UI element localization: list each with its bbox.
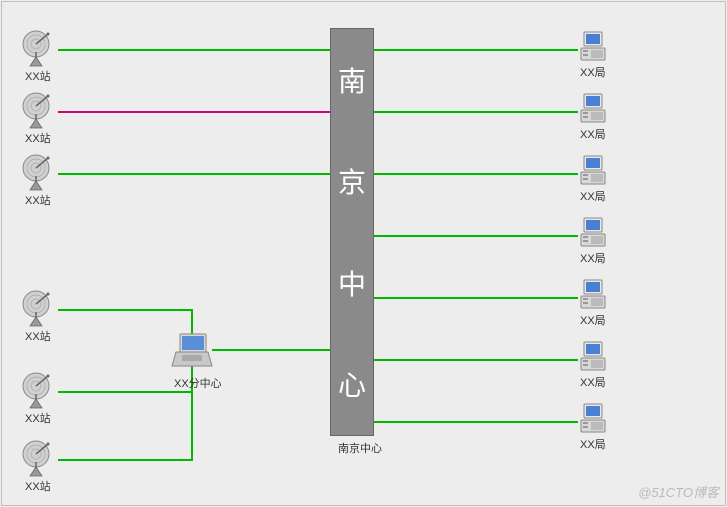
office-label: XX局 [580,436,606,452]
station-dish [20,288,60,333]
station-dish [20,90,60,135]
office-label: XX局 [580,126,606,142]
station-dish [20,28,60,73]
center-label: 南京中心 [338,440,382,456]
station-label: XX站 [25,410,51,426]
sub-center-label: XX分中心 [174,375,222,391]
office-label: XX局 [580,188,606,204]
office-label: XX局 [580,64,606,80]
station-label: XX站 [25,68,51,84]
sub-center-laptop [170,330,214,375]
station-label: XX站 [25,192,51,208]
watermark: @51CTO博客 [638,482,719,501]
office-label: XX局 [580,374,606,390]
center-node: 南京中心 [330,28,374,436]
station-dish [20,438,60,483]
station-label: XX站 [25,478,51,494]
station-dish [20,152,60,197]
station-label: XX站 [25,328,51,344]
office-label: XX局 [580,250,606,266]
office-label: XX局 [580,312,606,328]
station-label: XX站 [25,130,51,146]
station-dish [20,370,60,415]
